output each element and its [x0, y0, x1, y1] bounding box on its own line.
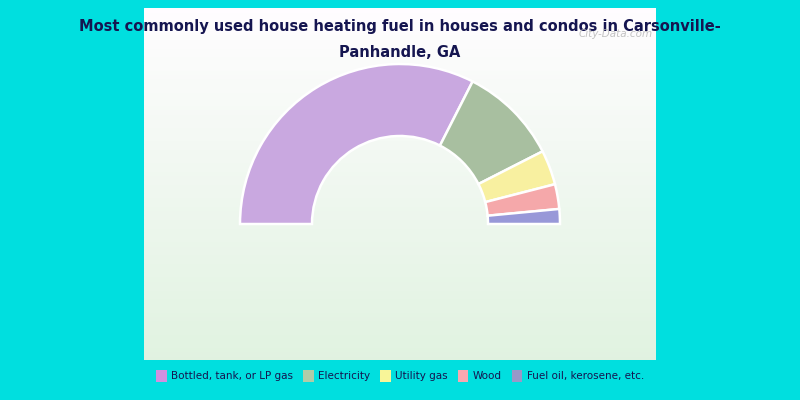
Wedge shape: [486, 184, 559, 216]
Bar: [144, 48, 656, 52]
Bar: [144, 316, 656, 320]
Bar: [144, 39, 656, 43]
Bar: [144, 26, 656, 30]
Bar: [144, 83, 656, 87]
Bar: [144, 52, 656, 56]
Wedge shape: [488, 209, 560, 224]
Bar: [144, 193, 656, 197]
Bar: [144, 254, 656, 259]
Bar: [144, 210, 656, 215]
Legend: Bottled, tank, or LP gas, Electricity, Utility gas, Wood, Fuel oil, kerosene, et: Bottled, tank, or LP gas, Electricity, U…: [156, 370, 644, 382]
Bar: [144, 43, 656, 48]
Bar: [144, 158, 656, 162]
Bar: [144, 61, 656, 65]
Bar: [144, 144, 656, 149]
Wedge shape: [478, 151, 555, 202]
Bar: [144, 92, 656, 96]
Text: City-Data.com: City-Data.com: [578, 29, 653, 39]
Bar: [144, 180, 656, 184]
Bar: [144, 8, 656, 12]
Bar: [144, 127, 656, 131]
Bar: [144, 100, 656, 105]
Bar: [144, 188, 656, 193]
Bar: [144, 347, 656, 351]
Bar: [144, 96, 656, 100]
Bar: [144, 307, 656, 312]
Bar: [144, 175, 656, 180]
Bar: [144, 263, 656, 268]
Bar: [144, 162, 656, 166]
Bar: [144, 338, 656, 342]
Bar: [144, 250, 656, 254]
Bar: [144, 109, 656, 114]
Bar: [144, 105, 656, 109]
Bar: [144, 114, 656, 118]
Text: Panhandle, GA: Panhandle, GA: [339, 45, 461, 60]
Bar: [144, 219, 656, 224]
Bar: [144, 131, 656, 136]
Bar: [144, 334, 656, 338]
Bar: [144, 21, 656, 26]
Bar: [144, 285, 656, 290]
Bar: [144, 171, 656, 175]
Bar: [144, 290, 656, 294]
Bar: [144, 259, 656, 263]
Bar: [144, 241, 656, 246]
Bar: [144, 74, 656, 78]
Bar: [144, 34, 656, 39]
Bar: [144, 351, 656, 356]
Wedge shape: [240, 64, 473, 224]
Bar: [144, 228, 656, 232]
Bar: [144, 298, 656, 303]
Bar: [144, 202, 656, 206]
Text: Most commonly used house heating fuel in houses and condos in Carsonville-: Most commonly used house heating fuel in…: [79, 19, 721, 34]
Bar: [144, 30, 656, 34]
Bar: [144, 272, 656, 276]
Bar: [144, 149, 656, 153]
Bar: [144, 303, 656, 307]
Bar: [144, 153, 656, 158]
Bar: [144, 325, 656, 329]
Bar: [144, 78, 656, 83]
Bar: [144, 312, 656, 316]
Bar: [144, 122, 656, 127]
Bar: [144, 70, 656, 74]
Bar: [144, 87, 656, 92]
Bar: [144, 136, 656, 140]
Wedge shape: [440, 82, 542, 184]
Bar: [144, 118, 656, 122]
Bar: [144, 276, 656, 281]
Bar: [144, 281, 656, 285]
Bar: [144, 166, 656, 171]
Bar: [144, 356, 656, 360]
Bar: [144, 197, 656, 202]
Bar: [144, 140, 656, 144]
Bar: [144, 246, 656, 250]
Bar: [144, 237, 656, 241]
Bar: [144, 17, 656, 21]
Bar: [144, 206, 656, 210]
Bar: [144, 294, 656, 298]
Bar: [144, 268, 656, 272]
Bar: [144, 215, 656, 219]
Bar: [144, 56, 656, 61]
Bar: [144, 12, 656, 17]
Bar: [144, 65, 656, 70]
Bar: [144, 224, 656, 228]
Bar: [144, 329, 656, 334]
Bar: [144, 184, 656, 188]
Bar: [144, 320, 656, 325]
Bar: [144, 232, 656, 237]
Bar: [144, 342, 656, 347]
